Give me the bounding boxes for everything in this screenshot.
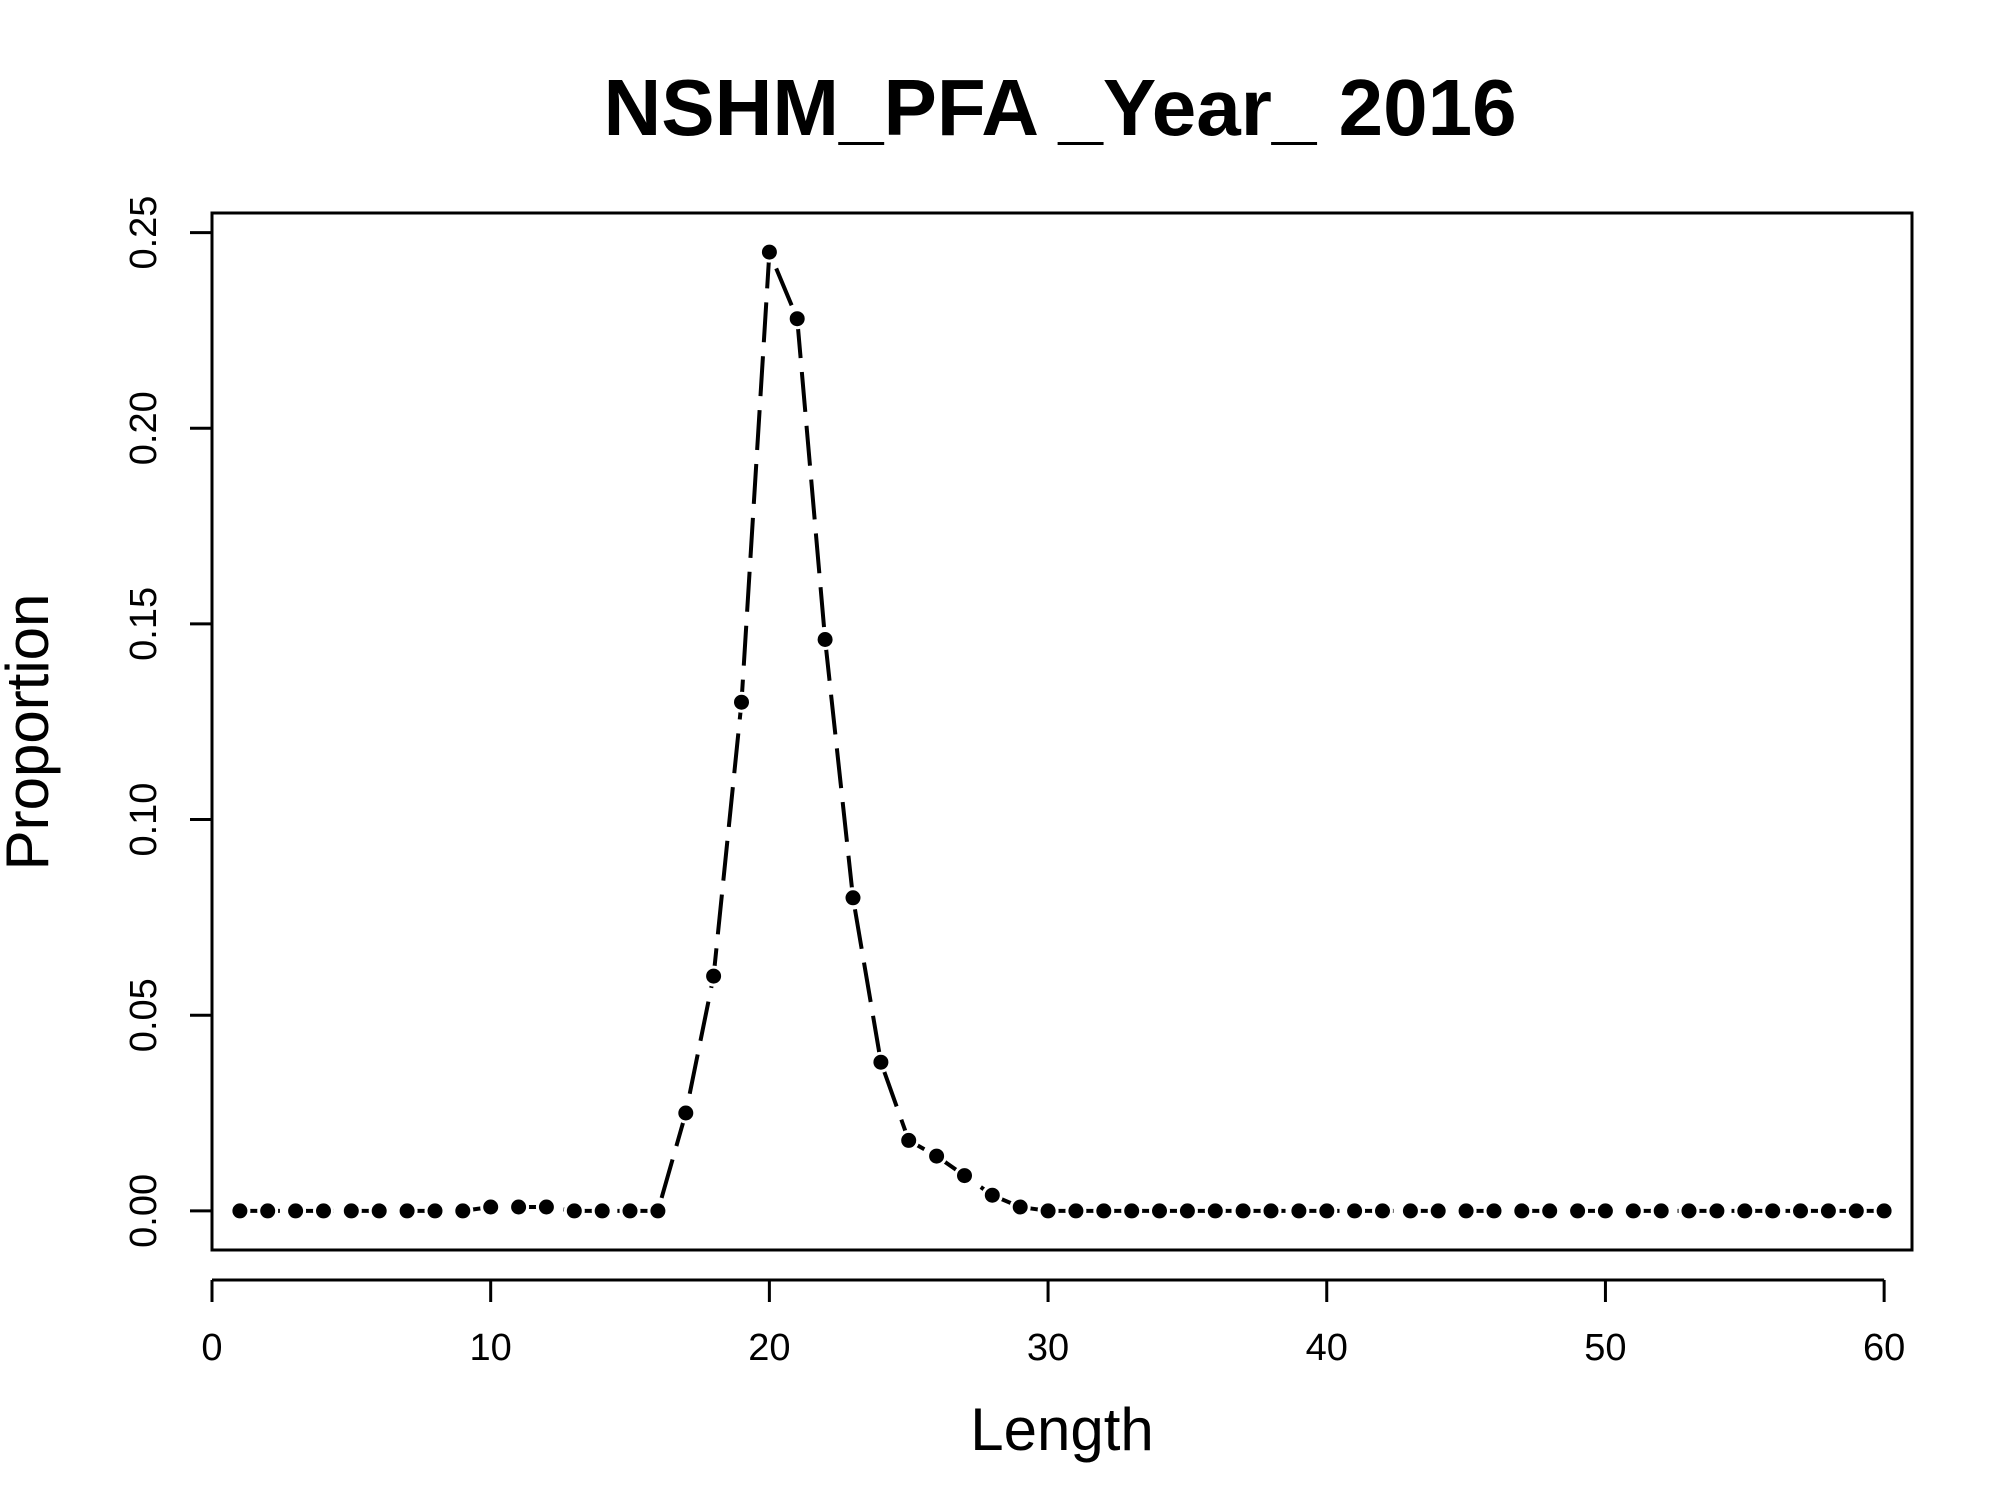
data-point xyxy=(229,1200,251,1222)
x-tick-label: 10 xyxy=(470,1327,512,1369)
data-point xyxy=(1567,1200,1589,1222)
data-point xyxy=(675,1102,697,1124)
chart-title: NSHM_PFA _Year_ 2016 xyxy=(603,63,1516,152)
data-point xyxy=(870,1051,892,1073)
y-tick-label: 0.15 xyxy=(123,587,165,661)
plot-frame xyxy=(210,211,1914,1252)
data-point xyxy=(1790,1200,1811,1222)
y-tick-label: 0.20 xyxy=(123,391,165,465)
data-point xyxy=(1511,1200,1533,1222)
data-point xyxy=(1288,1200,1310,1222)
data-point xyxy=(1121,1200,1143,1222)
data-point xyxy=(1455,1200,1477,1222)
data-point xyxy=(1539,1200,1561,1222)
x-tick-label: 0 xyxy=(201,1327,222,1369)
data-point xyxy=(1762,1200,1784,1222)
y-axis: 0.00 0.05 0.10 0.15 0.20 0.25 xyxy=(123,196,214,1248)
data-point xyxy=(368,1200,390,1222)
data-point xyxy=(954,1165,975,1187)
data-point xyxy=(1622,1200,1644,1222)
data-point xyxy=(1009,1196,1031,1218)
data-point xyxy=(424,1200,446,1222)
y-tick-label: 0.00 xyxy=(123,1174,165,1248)
data-point xyxy=(1344,1200,1366,1222)
data-point xyxy=(814,629,836,650)
data-point xyxy=(1232,1200,1254,1222)
data-point xyxy=(1873,1200,1895,1222)
data-point xyxy=(1706,1200,1728,1222)
data-point xyxy=(1483,1200,1505,1222)
data-point xyxy=(842,887,864,909)
data-point xyxy=(898,1129,920,1151)
data-point xyxy=(340,1200,362,1222)
x-axis: 0 10 20 30 40 50 60 xyxy=(201,1278,1905,1369)
data-point xyxy=(1316,1200,1338,1222)
data-point xyxy=(1650,1200,1672,1222)
y-tick-label: 0.25 xyxy=(123,196,165,270)
data-point xyxy=(703,965,725,987)
data-point xyxy=(285,1200,307,1222)
data-point xyxy=(1037,1200,1059,1222)
series-points xyxy=(229,241,1895,1222)
series-line xyxy=(239,251,1885,1213)
data-point xyxy=(1817,1200,1839,1222)
data-point xyxy=(1176,1200,1198,1222)
data-point xyxy=(1260,1200,1282,1222)
x-tick-label: 50 xyxy=(1584,1327,1626,1369)
data-point xyxy=(1678,1200,1700,1222)
data-point xyxy=(731,691,752,713)
data-point xyxy=(926,1145,948,1167)
data-point xyxy=(535,1196,557,1218)
y-tick-label: 0.05 xyxy=(123,978,165,1052)
data-point xyxy=(1734,1200,1756,1222)
data-point xyxy=(647,1200,669,1222)
data-point xyxy=(452,1200,474,1222)
x-axis-label: Length xyxy=(970,1396,1154,1463)
data-point xyxy=(1149,1200,1170,1222)
data-point xyxy=(619,1200,641,1222)
data-point xyxy=(1594,1200,1616,1222)
data-point xyxy=(1845,1200,1867,1222)
y-tick-label: 0.10 xyxy=(123,783,165,857)
data-point xyxy=(591,1200,613,1222)
data-point xyxy=(1372,1200,1393,1222)
data-point xyxy=(981,1184,1003,1206)
data-point xyxy=(786,308,808,330)
data-point xyxy=(1093,1200,1115,1222)
data-point xyxy=(1427,1200,1449,1222)
data-point xyxy=(508,1196,530,1218)
data-point xyxy=(257,1200,279,1222)
data-point xyxy=(396,1200,418,1222)
data-point xyxy=(1204,1200,1226,1222)
x-tick-label: 60 xyxy=(1863,1327,1905,1369)
y-axis-label: Proportion xyxy=(0,594,61,871)
x-tick-label: 30 xyxy=(1027,1327,1069,1369)
data-point xyxy=(758,241,780,263)
data-point xyxy=(480,1196,502,1218)
x-tick-label: 40 xyxy=(1306,1327,1348,1369)
x-tick-label: 20 xyxy=(748,1327,790,1369)
data-point xyxy=(563,1200,585,1222)
data-point xyxy=(1065,1200,1087,1222)
data-point xyxy=(313,1200,334,1222)
data-point xyxy=(1399,1200,1421,1222)
